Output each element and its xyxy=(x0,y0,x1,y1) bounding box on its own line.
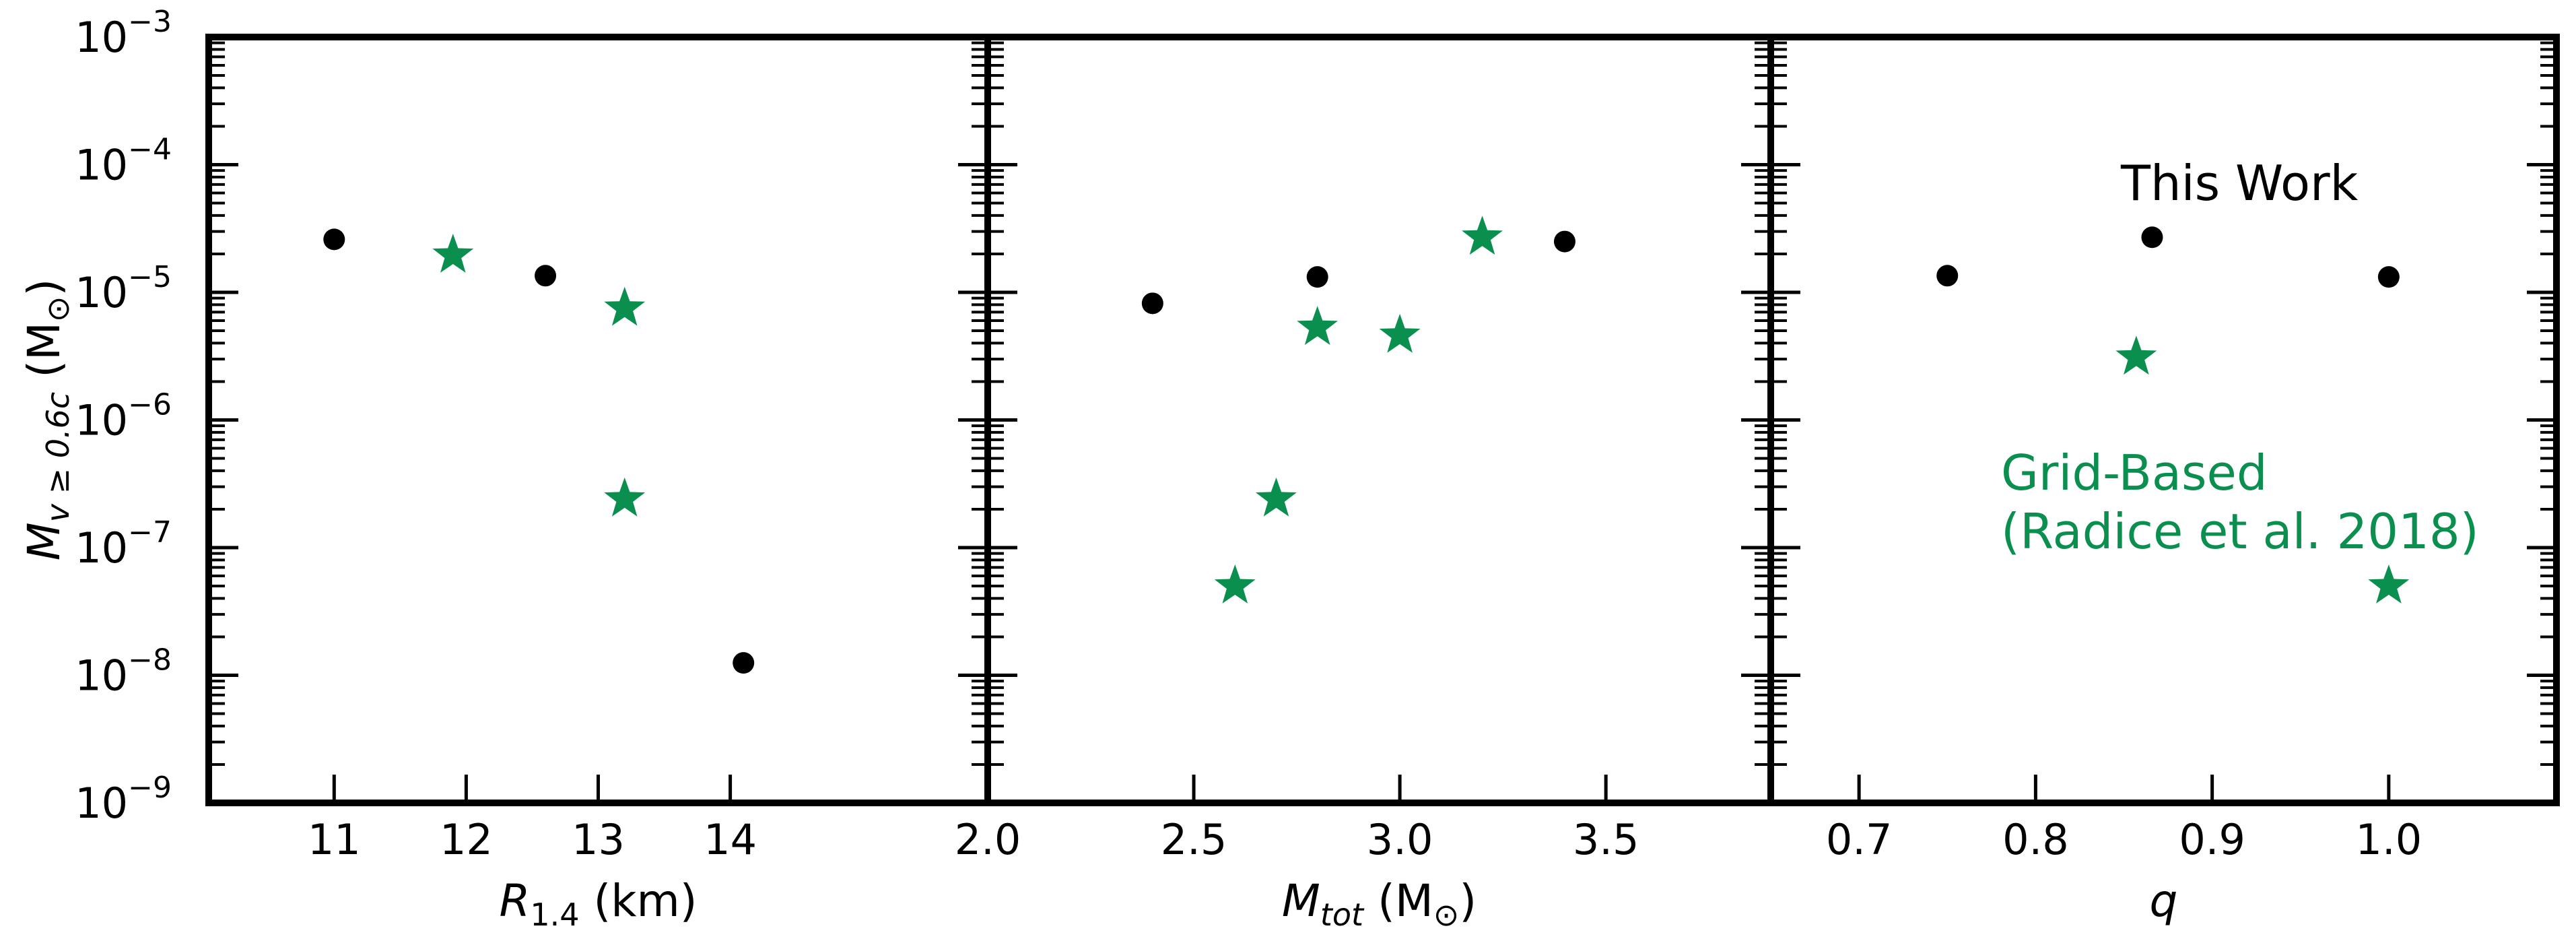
this-work-point xyxy=(2377,266,2400,288)
panel-3-x-ticks: 0.7 0.8 0.9 1.0 xyxy=(1826,775,2422,864)
panel-1-x-ticks: 11 12 13 14 xyxy=(308,775,757,864)
panel-1-y-ticks xyxy=(209,41,988,805)
panel-2-frame xyxy=(984,34,1774,806)
annotation-this-work: This Work xyxy=(2120,155,2359,212)
y-tick-label: 10−3 xyxy=(75,5,172,62)
this-work-point xyxy=(1936,265,1959,287)
y-tick-label: 10−9 xyxy=(75,771,172,828)
y-tick-label: 10−7 xyxy=(75,515,172,573)
x-tick-label: 13 xyxy=(572,815,625,864)
panel-3-frame xyxy=(1767,34,2560,806)
panel-2-y-ticks xyxy=(988,41,1771,805)
this-work-point xyxy=(323,228,345,251)
y-axis-label: Mv ≥ 0.6c (M⊙) xyxy=(18,279,76,560)
y-tick-label: 10−6 xyxy=(75,388,172,445)
y-tick-label: 10−8 xyxy=(75,643,172,701)
x-tick-label: 3.0 xyxy=(1367,815,1433,864)
annotation-grid-based: Grid-Based xyxy=(2001,445,2268,501)
x-tick-label: 12 xyxy=(440,815,493,864)
this-work-point xyxy=(1306,266,1328,288)
panel-2: 2.0 2.5 3.0 3.5 Mtot (M⊙) xyxy=(955,34,1774,933)
grid-based-point xyxy=(1256,477,1297,517)
grid-based-point xyxy=(1297,306,1338,346)
x-tick-label: 1.0 xyxy=(2356,815,2422,864)
x-tick-label: 3.5 xyxy=(1573,815,1639,864)
grid-based-point xyxy=(604,477,646,517)
grid-based-point xyxy=(2115,335,2157,375)
panel-1-markers xyxy=(323,228,755,674)
grid-based-point xyxy=(1379,313,1421,353)
panel-3-markers xyxy=(1936,226,2410,604)
x-tick-label: 2.5 xyxy=(1161,815,1227,864)
annotation-radice-2018: (Radice et al. 2018) xyxy=(2001,503,2479,560)
panel-2-markers xyxy=(1141,216,1575,604)
grid-based-point xyxy=(1214,564,1256,604)
panel-3: 0.7 0.8 0.9 1.0 q xyxy=(1767,34,2560,927)
panel-1-x-axis-label: R1.4 (km) xyxy=(499,875,697,933)
x-tick-label: 0.8 xyxy=(2002,815,2069,864)
grid-based-point xyxy=(1462,216,1503,255)
panel-1-frame xyxy=(205,34,991,806)
this-work-point xyxy=(733,652,755,674)
grid-based-point xyxy=(604,286,646,326)
this-work-point xyxy=(2141,226,2163,249)
x-tick-label: 2.0 xyxy=(955,815,1021,864)
y-tick-label: 10−4 xyxy=(75,133,172,190)
x-tick-label: 14 xyxy=(704,815,757,864)
this-work-point xyxy=(1141,292,1163,315)
panel-2-x-axis-label: Mtot (M⊙) xyxy=(1282,875,1477,933)
x-tick-label: 0.7 xyxy=(1826,815,1893,864)
panel-3-x-axis-label: q xyxy=(2150,875,2178,927)
y-tick-labels: 10−9 10−8 10−7 10−6 10−5 10−4 10−3 xyxy=(75,5,172,828)
this-work-point xyxy=(1553,230,1575,253)
grid-based-point xyxy=(432,234,474,273)
x-tick-label: 0.9 xyxy=(2179,815,2245,864)
grid-based-point xyxy=(2368,564,2410,604)
x-tick-label: 11 xyxy=(308,815,361,864)
panel-2-x-ticks: 2.0 2.5 3.0 3.5 xyxy=(955,775,1639,864)
y-tick-label: 10−5 xyxy=(75,260,172,317)
this-work-point xyxy=(535,265,557,287)
